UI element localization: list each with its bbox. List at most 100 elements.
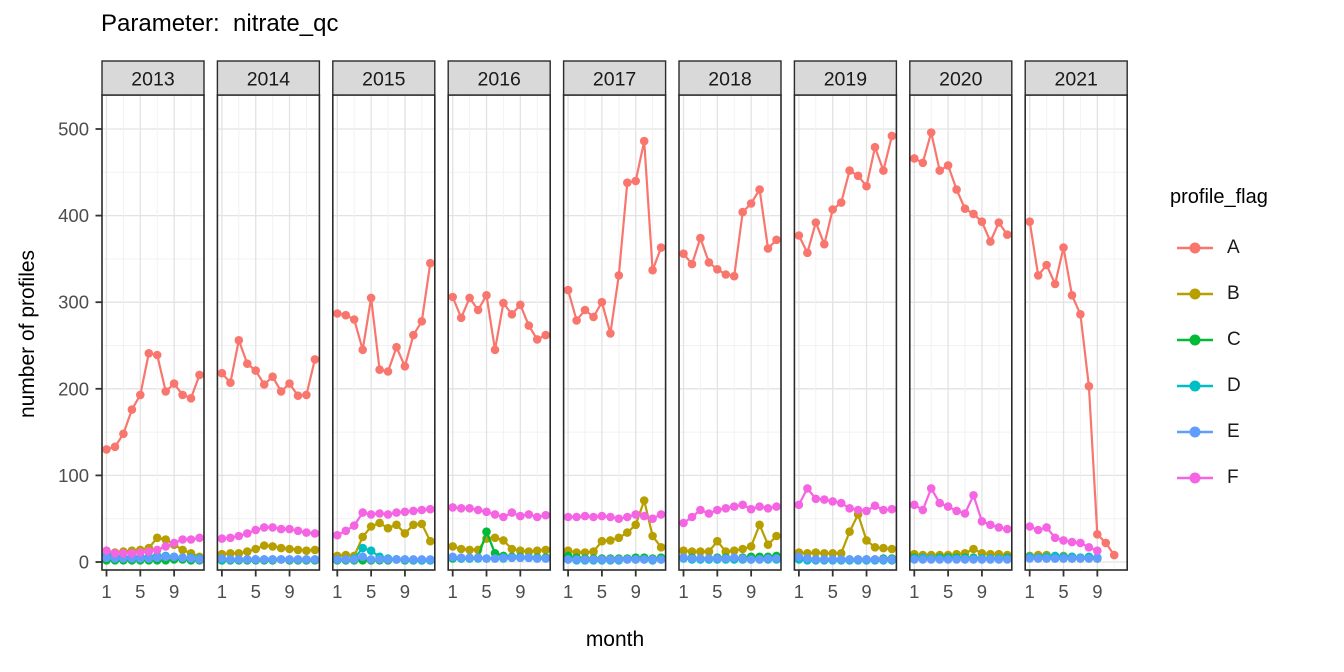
data-point: [738, 500, 747, 510]
data-point: [910, 500, 919, 510]
data-point: [836, 549, 846, 558]
data-point: [285, 379, 294, 388]
data-point: [516, 511, 525, 521]
legend-entry-A: A: [1177, 225, 1268, 271]
data-point: [977, 555, 987, 564]
data-point: [349, 521, 359, 530]
data-point: [977, 517, 987, 526]
data-point: [943, 555, 953, 564]
data-point: [195, 555, 204, 564]
x-tick-label: 1: [332, 581, 342, 602]
data-point: [152, 350, 162, 360]
data-point: [136, 548, 145, 557]
data-point: [310, 355, 320, 364]
data-point: [375, 555, 384, 564]
legend-label: A: [1227, 237, 1240, 258]
data-point: [234, 555, 244, 564]
legend-key-B: [1177, 288, 1213, 300]
data-point: [448, 542, 458, 551]
data-point: [721, 270, 731, 279]
legend-key-D: [1177, 380, 1213, 392]
data-point: [994, 555, 1004, 564]
data-point: [310, 529, 320, 538]
data-point: [392, 520, 401, 530]
data-point: [178, 390, 187, 400]
data-point: [392, 508, 401, 517]
data-point: [738, 554, 747, 563]
data-point: [409, 520, 418, 530]
data-point: [935, 166, 944, 175]
data-point: [169, 379, 179, 388]
data-point: [589, 555, 598, 564]
data-point: [499, 553, 508, 562]
series-E-points: [333, 552, 435, 564]
data-point: [409, 506, 418, 516]
legend-entry-D: D: [1177, 363, 1268, 409]
data-point: [532, 554, 542, 563]
legend-entries: A B C D E F: [1170, 225, 1268, 501]
data-point: [746, 199, 756, 208]
facet-strip: [447, 60, 551, 96]
data-point: [417, 317, 427, 326]
data-point: [648, 531, 657, 541]
data-point: [656, 510, 666, 519]
data-point: [887, 504, 897, 514]
x-tick-label: 1: [101, 581, 111, 602]
series-A-points: [102, 349, 204, 454]
data-point: [879, 166, 888, 175]
facet-strip-label: 2017: [593, 69, 636, 91]
data-point: [820, 495, 829, 504]
series-E-points: [794, 552, 897, 564]
data-point: [1042, 260, 1051, 270]
data-point: [456, 544, 466, 554]
data-point: [1003, 555, 1012, 564]
y-tick-label: 300: [58, 292, 89, 313]
data-point: [704, 554, 714, 563]
data-point: [713, 265, 722, 274]
data-point: [862, 536, 871, 545]
data-point: [862, 181, 871, 191]
data-point: [358, 508, 368, 517]
data-point: [400, 555, 410, 564]
data-point: [465, 293, 474, 303]
facet-strip: [793, 60, 898, 96]
facet-panel-2015: 2015 1 5 9: [331, 60, 436, 602]
data-point: [1093, 530, 1102, 539]
data-point: [597, 511, 607, 521]
data-point: [836, 498, 846, 508]
facet-strip-label: 2015: [362, 69, 406, 91]
data-point: [1067, 554, 1077, 563]
data-point: [721, 504, 731, 513]
data-point: [772, 235, 781, 245]
x-tick-label: 1: [563, 581, 573, 602]
data-point: [349, 555, 359, 564]
data-point: [910, 555, 919, 564]
data-point: [285, 555, 294, 564]
data-point: [152, 533, 162, 543]
panel-background: [909, 95, 1012, 570]
data-point: [366, 522, 376, 531]
data-point: [729, 271, 739, 281]
data-point: [679, 553, 688, 562]
data-point: [986, 520, 995, 530]
data-point: [845, 555, 854, 564]
facet-strip: [1024, 60, 1128, 96]
legend-entry-B: B: [1177, 271, 1268, 317]
data-point: [268, 555, 277, 564]
data-point: [341, 526, 351, 536]
data-point: [969, 555, 978, 564]
x-tick-label: 1: [1025, 581, 1035, 602]
legend-key-C: [1177, 334, 1213, 346]
data-point: [687, 512, 697, 522]
data-point: [285, 544, 294, 554]
legend-key-E: [1177, 426, 1213, 438]
data-point: [763, 554, 773, 563]
data-point: [499, 298, 508, 308]
data-point: [482, 527, 491, 536]
legend-label: F: [1227, 467, 1239, 488]
legend-entry-F: F: [1177, 455, 1268, 501]
data-point: [879, 505, 888, 515]
data-point: [853, 505, 863, 515]
data-point: [887, 544, 897, 554]
